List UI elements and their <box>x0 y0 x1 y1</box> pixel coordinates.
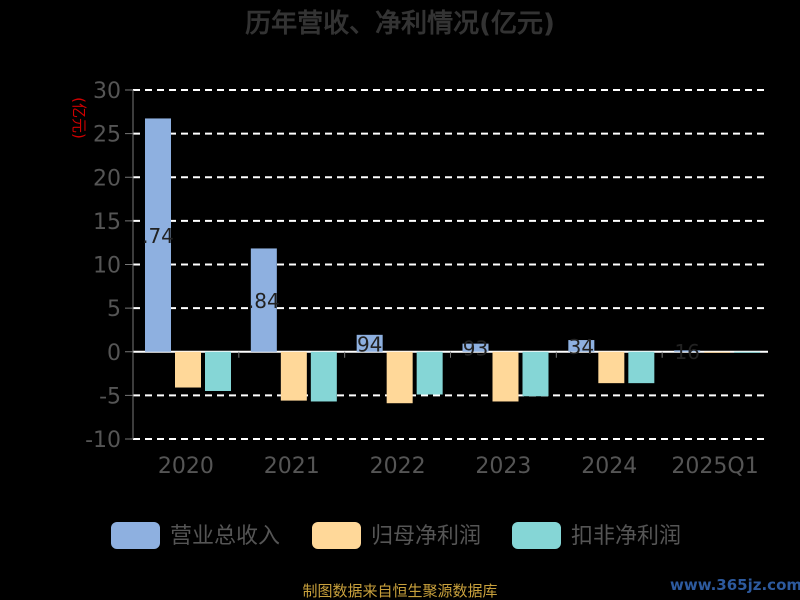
bar <box>416 351 443 395</box>
legend-label: 扣非净利润 <box>571 524 681 549</box>
source-note: 制图数据来自恒生聚源数据库 <box>302 582 497 600</box>
y-axis-ticks: 30 25 20 15 10 5 0 -5 -10 <box>85 79 134 453</box>
bar <box>250 248 277 352</box>
x-tick-label: 2024 <box>581 454 637 479</box>
bars: .74 .84 94 93 34 16 <box>142 118 761 404</box>
data-label: 94 <box>357 332 382 356</box>
y-axis-label: (亿元) <box>70 97 88 139</box>
x-tick-label: 2025Q1 <box>671 454 758 479</box>
y-tick-label: 5 <box>107 297 121 322</box>
bar <box>704 351 731 353</box>
bar <box>492 351 519 402</box>
x-tick-label: 2022 <box>370 454 426 479</box>
data-label: .84 <box>248 289 280 313</box>
x-axis-ticks: 2020 2021 2022 2023 2024 2025Q1 <box>132 351 759 479</box>
bar <box>205 351 231 392</box>
bar <box>310 351 337 402</box>
y-tick-label: 20 <box>93 166 121 191</box>
bar <box>674 350 701 352</box>
bar <box>734 351 761 353</box>
data-label: 93 <box>463 337 488 361</box>
chart-title: 历年营收、净利情况(亿元) <box>245 8 555 39</box>
x-tick-label: 2020 <box>158 454 214 479</box>
bar <box>522 351 549 397</box>
data-label: 34 <box>569 335 594 359</box>
legend-swatch <box>312 522 361 549</box>
y-tick-label: 15 <box>93 210 121 235</box>
data-label: .74 <box>142 224 174 248</box>
y-tick-label: -5 <box>99 384 121 409</box>
bar <box>568 340 595 352</box>
watermark: www.365jz.com <box>670 576 800 594</box>
bar <box>462 343 489 352</box>
bar <box>628 351 655 384</box>
x-tick-label: 2021 <box>264 454 320 479</box>
bar <box>280 351 307 401</box>
y-tick-label: -10 <box>85 428 121 453</box>
y-tick-label: 25 <box>93 123 121 148</box>
legend-swatch <box>111 522 160 549</box>
y-tick-label: 30 <box>93 79 121 104</box>
legend: 营业总收入 归母净利润 扣非净利润 <box>111 522 681 549</box>
bar <box>598 351 625 384</box>
y-tick-label: 0 <box>107 341 121 366</box>
bar <box>356 334 383 352</box>
x-tick-label: 2023 <box>475 454 531 479</box>
bar <box>175 351 201 388</box>
legend-label: 归母净利润 <box>371 524 481 549</box>
data-label: 16 <box>674 340 699 364</box>
legend-label: 营业总收入 <box>170 524 280 549</box>
legend-swatch <box>512 522 561 549</box>
bar <box>145 118 171 352</box>
bar <box>386 351 413 404</box>
y-tick-label: 10 <box>93 254 121 279</box>
